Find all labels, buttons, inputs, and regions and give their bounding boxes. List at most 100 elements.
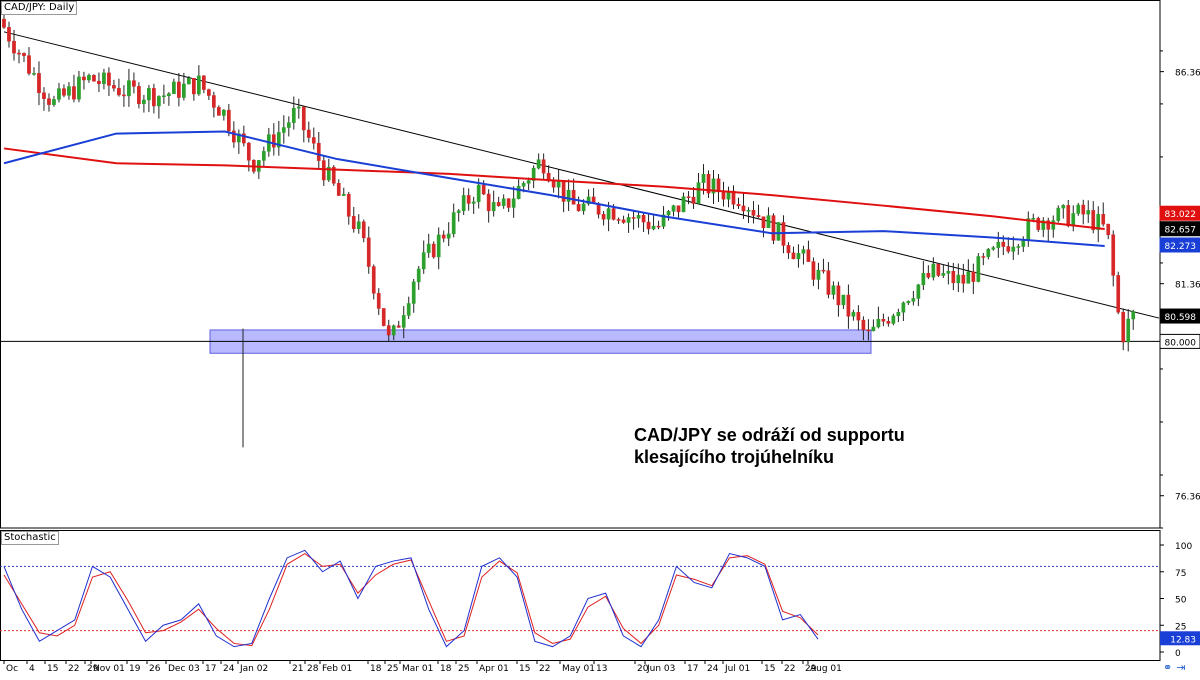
candle-body <box>571 189 576 205</box>
x-axis-label: 22 <box>539 664 550 674</box>
candle-body <box>1081 204 1086 215</box>
candle-body <box>711 178 716 194</box>
candle-body <box>351 216 356 230</box>
candle-body <box>346 193 351 217</box>
candle-body <box>241 133 246 144</box>
candle-body <box>881 319 886 322</box>
x-axis-label: 22 <box>68 664 79 674</box>
price-tick-label: 81.361 <box>1175 281 1200 291</box>
x-axis-label: Feb 01 <box>322 664 352 674</box>
candle-body <box>1116 275 1121 313</box>
candle-body <box>761 216 766 229</box>
candle-body <box>601 214 606 220</box>
candle-body <box>636 215 641 219</box>
price-badge <box>1159 237 1200 253</box>
candle-body <box>207 89 211 96</box>
x-axis-label: 17 <box>687 664 698 674</box>
candle-body <box>756 215 761 217</box>
candle-body <box>791 252 796 260</box>
candle-body <box>481 184 486 195</box>
candle-body <box>671 205 676 212</box>
candle-body <box>1076 204 1081 214</box>
x-axis-label: 19 <box>129 664 141 674</box>
candle-body <box>271 134 276 148</box>
x-axis-label: 22 <box>784 664 795 674</box>
candle-body <box>936 263 941 276</box>
x-axis-label: 21 <box>292 664 303 674</box>
candle-body <box>441 234 446 239</box>
candle-body <box>856 312 861 321</box>
candle-body <box>187 77 191 85</box>
candle-body <box>301 106 306 131</box>
candle-body <box>1126 318 1131 343</box>
candle-body <box>1001 241 1006 247</box>
candle-body <box>306 129 311 138</box>
candle-body <box>476 184 481 203</box>
candle-body <box>446 233 451 239</box>
price-badge <box>1159 308 1200 324</box>
price-badge-label: 80.000 <box>1165 338 1197 348</box>
candle-body <box>736 204 741 207</box>
x-axis-label: Jun 03 <box>646 664 675 674</box>
x-axis-label: 25 <box>387 664 398 674</box>
candle-body <box>666 211 671 216</box>
candle-body <box>52 99 56 105</box>
candle-body <box>516 185 521 199</box>
candle-body <box>496 202 501 206</box>
stochastic-tick-label: 100 <box>1175 542 1192 552</box>
annotation-line-2: klesajícího trojúhelníku <box>634 447 835 467</box>
arrow-right-icon[interactable]: ⇥ <box>1176 662 1186 674</box>
ma-red-line <box>3 147 1105 231</box>
x-axis-label: 20 <box>637 664 649 674</box>
candle-body <box>1056 207 1061 221</box>
candle-body <box>696 182 701 204</box>
x-axis-label: 17 <box>205 664 216 674</box>
candle-body <box>67 86 71 96</box>
candle-body <box>1091 210 1096 231</box>
candle-body <box>916 284 921 299</box>
candle-body <box>606 208 611 220</box>
candle-body <box>776 222 781 241</box>
candle-body <box>202 75 206 90</box>
candle-body <box>926 272 931 278</box>
candle-body <box>1071 213 1076 227</box>
candle-body <box>486 193 491 212</box>
candle-body <box>626 217 631 223</box>
candle-body <box>1111 234 1116 276</box>
x-axis-label: 18 <box>440 664 452 674</box>
candle-body <box>72 86 76 100</box>
candle-body <box>381 308 386 326</box>
candle-body <box>431 243 436 258</box>
candle-body <box>356 221 361 230</box>
price-tick-label: 86.361 <box>1175 69 1200 79</box>
candle-body <box>751 210 756 216</box>
chain-link-icon[interactable]: ⚭ <box>1163 662 1173 674</box>
stochastic-badge <box>1160 631 1200 646</box>
candle-body <box>17 52 21 55</box>
candle-body <box>876 319 881 328</box>
annotation-line-1: CAD/JPY se odráží od supportu <box>634 425 905 445</box>
candle-body <box>1016 246 1021 248</box>
x-axis-label: 24 <box>707 664 719 674</box>
candle-body <box>566 189 571 202</box>
candle-body <box>651 225 656 230</box>
candle-body <box>47 98 51 105</box>
candle-body <box>1101 214 1106 225</box>
stochastic-label: Stochastic <box>1 531 59 545</box>
stochastic-k-line <box>3 549 819 648</box>
candle-body <box>851 312 856 317</box>
candle-body <box>586 196 591 205</box>
candle-body <box>391 325 396 336</box>
candle-body <box>276 132 281 148</box>
x-axis-label: 15 <box>47 664 58 674</box>
candle-body <box>686 196 691 198</box>
candle-body <box>996 241 1001 248</box>
candle-body <box>821 269 826 272</box>
candle-body <box>281 127 286 133</box>
stochastic-tick-label: 25 <box>1175 622 1186 632</box>
candle-body <box>691 196 696 204</box>
candle-body <box>771 215 776 241</box>
candle-body <box>331 166 336 184</box>
